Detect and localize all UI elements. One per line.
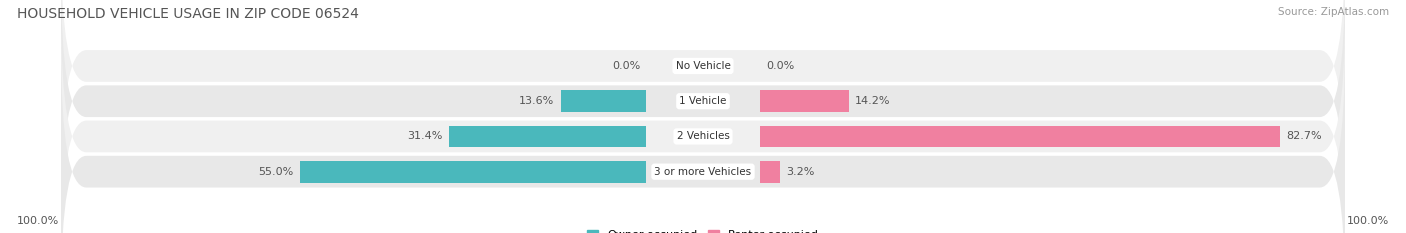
FancyBboxPatch shape bbox=[60, 11, 1346, 233]
Text: 1 Vehicle: 1 Vehicle bbox=[679, 96, 727, 106]
Text: 3.2%: 3.2% bbox=[786, 167, 814, 177]
Text: 13.6%: 13.6% bbox=[519, 96, 554, 106]
Bar bbox=[759, 90, 849, 112]
Text: 2 Vehicles: 2 Vehicles bbox=[676, 131, 730, 141]
Bar bbox=[449, 126, 647, 147]
Bar bbox=[759, 126, 1279, 147]
FancyBboxPatch shape bbox=[60, 0, 1346, 226]
Legend: Owner-occupied, Renter-occupied: Owner-occupied, Renter-occupied bbox=[586, 230, 820, 233]
Text: 14.2%: 14.2% bbox=[855, 96, 891, 106]
Bar bbox=[301, 161, 647, 183]
Text: No Vehicle: No Vehicle bbox=[675, 61, 731, 71]
Text: 3 or more Vehicles: 3 or more Vehicles bbox=[654, 167, 752, 177]
Bar bbox=[759, 161, 780, 183]
Text: 100.0%: 100.0% bbox=[17, 216, 59, 226]
Text: 0.0%: 0.0% bbox=[612, 61, 640, 71]
Bar bbox=[561, 90, 647, 112]
Text: 55.0%: 55.0% bbox=[259, 167, 294, 177]
Text: 0.0%: 0.0% bbox=[766, 61, 794, 71]
Text: 82.7%: 82.7% bbox=[1286, 131, 1322, 141]
FancyBboxPatch shape bbox=[60, 0, 1346, 191]
FancyBboxPatch shape bbox=[60, 47, 1346, 233]
Text: Source: ZipAtlas.com: Source: ZipAtlas.com bbox=[1278, 7, 1389, 17]
Text: 100.0%: 100.0% bbox=[1347, 216, 1389, 226]
Text: 31.4%: 31.4% bbox=[408, 131, 443, 141]
Text: HOUSEHOLD VEHICLE USAGE IN ZIP CODE 06524: HOUSEHOLD VEHICLE USAGE IN ZIP CODE 0652… bbox=[17, 7, 359, 21]
